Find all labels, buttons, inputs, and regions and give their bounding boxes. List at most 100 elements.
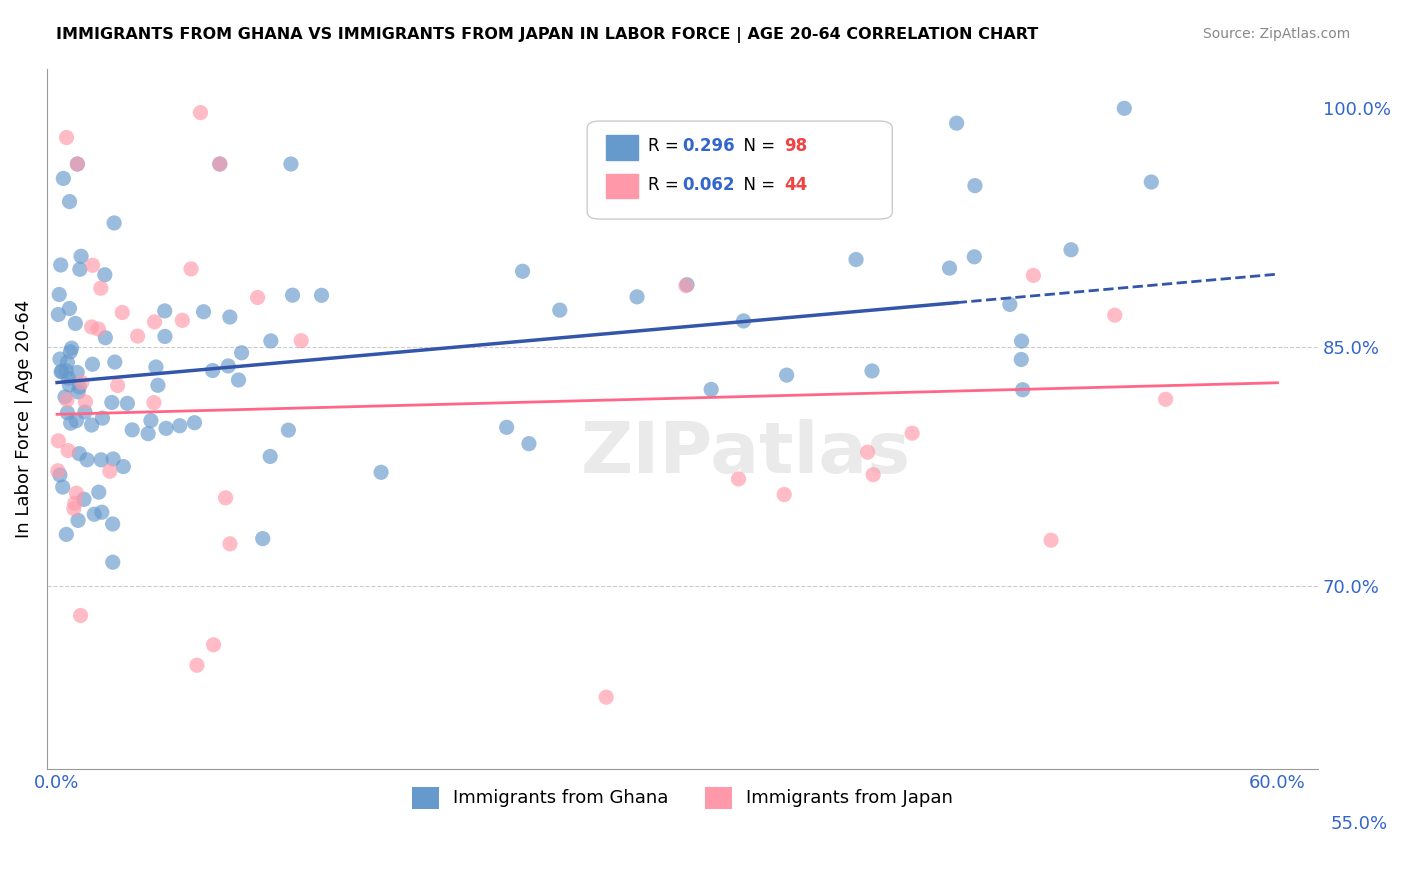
Point (58, 301, 80, 316)
Text: N =: N = (734, 136, 780, 154)
Point (146, 378, 169, 392)
Point (55, 130, 77, 145)
Point (676, 277, 699, 292)
Point (998, 297, 1021, 311)
Point (208, 157, 231, 171)
Point (214, 491, 236, 505)
Point (111, 305, 134, 319)
Point (66, 157, 89, 171)
Point (65, 486, 87, 500)
Point (91, 411, 114, 425)
Point (94, 331, 117, 345)
Point (83, 508, 105, 522)
Point (202, 638, 225, 652)
Point (143, 315, 166, 329)
Point (127, 329, 149, 343)
Point (1022, 268, 1045, 283)
Point (69, 608, 91, 623)
Point (104, 355, 127, 369)
Point (231, 345, 253, 359)
Point (67, 447, 90, 461)
Point (87, 485, 110, 500)
Point (66, 157, 89, 171)
Point (75, 394, 97, 409)
Point (66, 366, 89, 380)
Point (56, 443, 79, 458)
Point (70, 249, 93, 263)
Point (53, 390, 76, 404)
Point (1011, 383, 1033, 397)
Text: R =: R = (648, 136, 685, 154)
Point (675, 278, 697, 293)
Point (101, 452, 124, 467)
Point (112, 459, 135, 474)
Point (82, 357, 104, 371)
Point (101, 555, 124, 569)
Point (58, 194, 80, 209)
Point (901, 426, 924, 441)
Point (1114, 101, 1136, 115)
Point (727, 472, 749, 486)
Point (153, 304, 176, 318)
Point (117, 396, 139, 410)
Point (963, 250, 986, 264)
Point (73, 405, 96, 419)
Point (136, 426, 159, 441)
Point (49, 352, 72, 367)
Point (155, 421, 177, 435)
Point (1040, 533, 1063, 548)
Bar (606, 174, 638, 198)
Point (63, 501, 86, 516)
Point (139, 413, 162, 427)
Text: 0.062: 0.062 (682, 177, 735, 194)
Point (101, 395, 124, 409)
Point (60, 341, 83, 355)
Point (90, 505, 112, 519)
Point (70, 376, 93, 390)
Point (169, 418, 191, 433)
Text: 98: 98 (785, 136, 807, 154)
Point (90, 281, 112, 295)
Point (1154, 392, 1177, 407)
Point (218, 310, 240, 324)
Point (145, 359, 167, 374)
Point (82, 258, 104, 272)
Point (700, 383, 723, 397)
Point (80, 320, 103, 334)
Point (311, 288, 333, 302)
Point (65, 317, 87, 331)
Point (56, 392, 79, 407)
Point (1011, 334, 1033, 348)
Text: 55.0%: 55.0% (1331, 815, 1388, 833)
Point (59, 416, 82, 430)
Point (48, 287, 70, 301)
Point (46, 308, 69, 322)
Point (63, 496, 86, 510)
Point (845, 252, 868, 267)
Point (733, 314, 755, 328)
Point (101, 516, 124, 531)
Point (860, 364, 883, 378)
Point (67, 384, 90, 399)
Point (90, 452, 112, 467)
Point (290, 334, 312, 348)
Point (80, 418, 103, 433)
Point (208, 157, 231, 171)
Point (495, 420, 517, 434)
Point (1140, 175, 1163, 189)
Point (180, 261, 202, 276)
Point (512, 264, 534, 278)
Point (107, 378, 129, 392)
Point (73, 492, 96, 507)
Point (56, 406, 79, 420)
Point (856, 445, 879, 459)
Legend: Immigrants from Ghana, Immigrants from Japan: Immigrants from Ghana, Immigrants from J… (405, 780, 960, 816)
Point (201, 363, 224, 377)
Point (1010, 352, 1032, 367)
Text: Source: ZipAtlas.com: Source: ZipAtlas.com (1202, 27, 1350, 41)
Text: R =: R = (648, 177, 685, 194)
Text: 44: 44 (785, 177, 807, 194)
Point (67, 513, 90, 527)
Text: 0.296: 0.296 (682, 136, 735, 154)
Point (49, 258, 72, 272)
